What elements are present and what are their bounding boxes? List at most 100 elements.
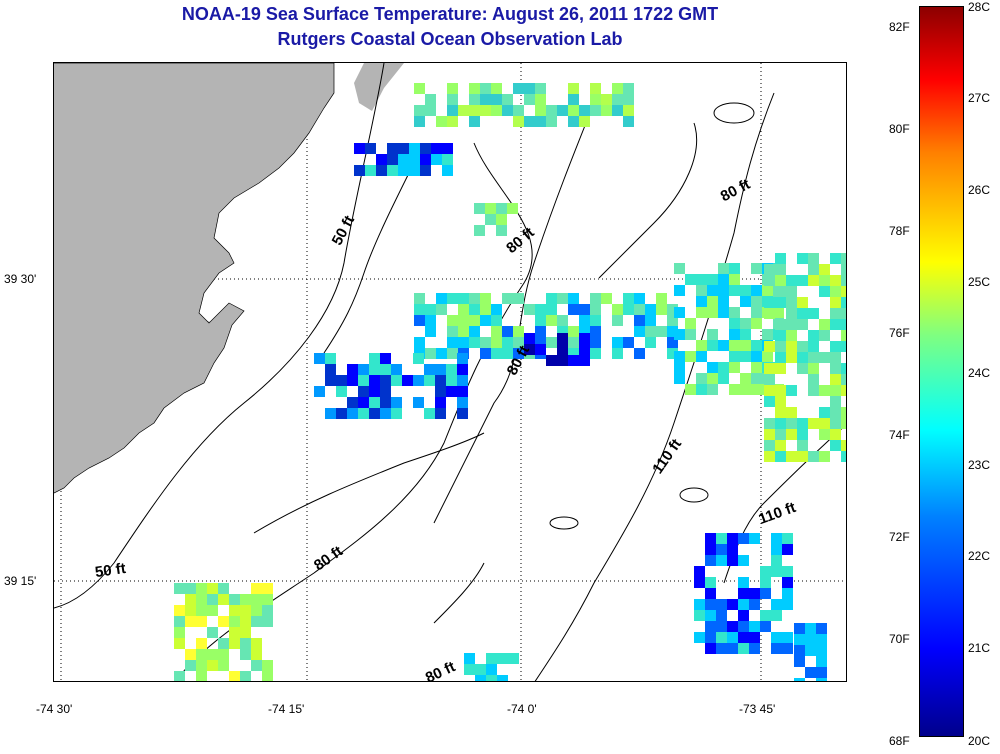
sst-pixel: [764, 429, 775, 440]
sst-pixel: [240, 605, 251, 616]
sst-pixel: [707, 362, 718, 373]
sst-pixel: [830, 429, 841, 440]
sst-pixel: [196, 583, 207, 594]
sst-pixel: [808, 264, 819, 275]
sst-pixel: [716, 643, 727, 654]
sst-pixel: [685, 384, 696, 395]
sst-pixel: [568, 337, 579, 348]
sst-pixel: [808, 275, 819, 286]
sst-pixel: [413, 397, 424, 408]
sst-pixel: [740, 296, 751, 307]
sst-map: [53, 62, 847, 682]
sst-pixel: [196, 605, 207, 616]
sst-pixel: [645, 304, 656, 315]
sst-pixel: [240, 616, 251, 627]
sst-pixel: [738, 555, 749, 566]
sst-pixel: [819, 275, 830, 286]
sst-pixel: [535, 315, 546, 326]
sst-pixel: [797, 363, 808, 374]
sst-pixel: [568, 348, 579, 359]
sst-pixel: [716, 632, 727, 643]
contour-south: [433, 562, 485, 624]
sst-pixel: [716, 599, 727, 610]
sst-pixel: [513, 105, 524, 116]
sst-pixel: [751, 340, 762, 351]
sst-pixel: [729, 384, 740, 395]
sst-pixel: [674, 373, 685, 384]
sst-pixel: [667, 326, 678, 337]
colorbar-c-label: 20C: [968, 734, 991, 748]
sst-pixel: [568, 94, 579, 105]
lon-tick-label: -74 15': [268, 702, 305, 716]
sst-pixel: [435, 397, 446, 408]
contour-110ft: [534, 92, 775, 681]
sst-pixel: [546, 337, 557, 348]
sst-pixel: [782, 577, 793, 588]
sst-pixel: [513, 326, 524, 337]
sst-pixel: [435, 386, 446, 397]
sst-pixel: [251, 594, 262, 605]
sst-pixel: [496, 214, 507, 225]
sst-pixel: [475, 675, 486, 681]
sst-pixel: [579, 326, 590, 337]
sst-pixel: [705, 599, 716, 610]
sst-pixel: [841, 286, 846, 297]
sst-pixel: [513, 83, 524, 94]
sst-pixel: [369, 375, 380, 386]
sst-pixel: [590, 315, 601, 326]
sst-pixel: [218, 649, 229, 660]
sst-pixel: [786, 341, 797, 352]
sst-pixel: [458, 304, 469, 315]
sst-pixel: [196, 638, 207, 649]
sst-pixel: [794, 623, 805, 634]
contour-ellipse: [679, 487, 709, 503]
sst-pixel: [674, 329, 685, 340]
sst-pixel: [830, 308, 841, 319]
sst-pixel: [447, 105, 458, 116]
sst-pixel: [262, 616, 273, 627]
contour-inner: [323, 162, 415, 354]
sst-pixel: [816, 656, 827, 667]
sst-pixel: [398, 143, 409, 154]
sst-pixel: [685, 351, 696, 362]
sst-pixel: [196, 616, 207, 627]
sst-pixel: [775, 297, 786, 308]
sst-pixel: [612, 315, 623, 326]
sst-pixel: [786, 352, 797, 363]
sst-pixel: [469, 304, 480, 315]
sst-pixel: [782, 544, 793, 555]
sst-pixel: [634, 348, 645, 359]
sst-pixel: [797, 297, 808, 308]
sst-pixel: [480, 83, 491, 94]
sst-pixel: [425, 105, 436, 116]
sst-pixel: [398, 165, 409, 176]
sst-pixel: [229, 638, 240, 649]
sst-pixel: [764, 275, 775, 286]
sst-pixel: [314, 353, 325, 364]
map-canvas: [54, 63, 846, 681]
sst-pixel: [819, 407, 830, 418]
sst-pixel: [740, 285, 751, 296]
sst-pixel: [557, 333, 568, 344]
sst-pixel: [808, 385, 819, 396]
sst-pixel: [841, 319, 846, 330]
sst-pixel: [738, 643, 749, 654]
sst-pixel: [674, 285, 685, 296]
sst-pixel: [634, 293, 645, 304]
sst-pixel: [808, 341, 819, 352]
sst-pixel: [830, 396, 841, 407]
sst-pixel: [502, 293, 513, 304]
sst-pixel: [782, 588, 793, 599]
sst-pixel: [354, 165, 365, 176]
sst-pixel: [590, 293, 601, 304]
sst-pixel: [185, 660, 196, 671]
sst-pixel: [612, 83, 623, 94]
sst-pixel: [480, 315, 491, 326]
sst-pixel: [218, 616, 229, 627]
sst-pixel: [775, 418, 786, 429]
sst-pixel: [782, 643, 793, 654]
sst-pixel: [674, 307, 685, 318]
sst-pixel: [775, 407, 786, 418]
sst-pixel: [436, 348, 447, 359]
sst-pixel: [694, 566, 705, 577]
